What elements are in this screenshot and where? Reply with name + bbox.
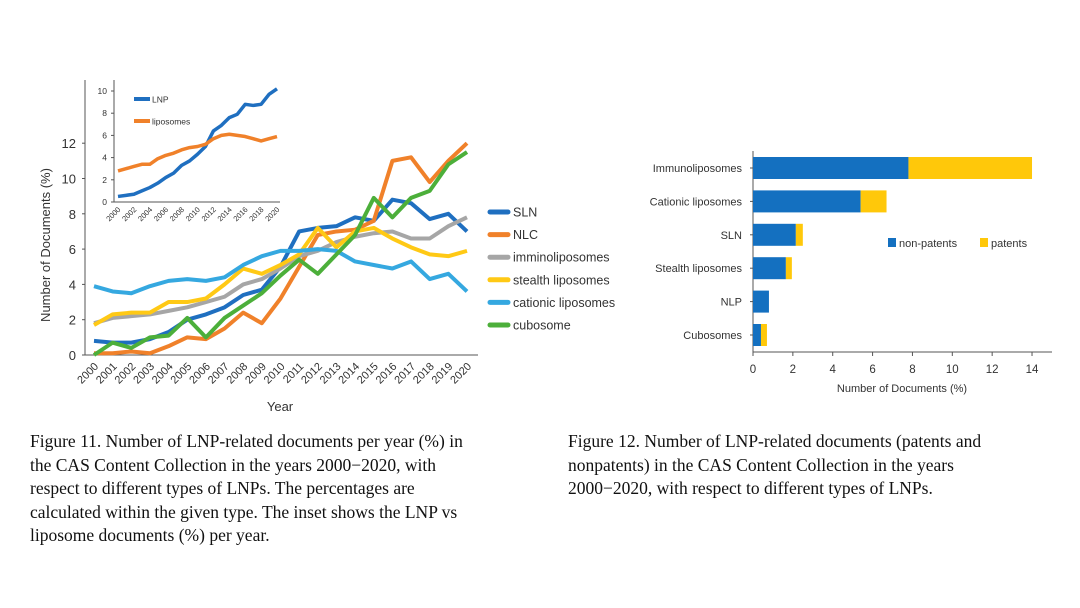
legend-label: imminoliposomes bbox=[513, 251, 610, 265]
inset-legend-label: LNP bbox=[152, 95, 169, 105]
caption-line: liposome documents (%) per year. bbox=[30, 525, 270, 545]
bar-non-patents bbox=[753, 190, 861, 213]
inset-x-tick-label: 2012 bbox=[200, 205, 218, 223]
inset-line-liposomes bbox=[117, 132, 278, 173]
inset-x-tick-label: 2006 bbox=[152, 205, 170, 223]
bar-category-label: Immunoliposomes bbox=[653, 163, 743, 175]
inset-y-tick-label: 4 bbox=[102, 153, 107, 163]
bar-x-tick-label: 8 bbox=[909, 364, 915, 376]
bar-x-tick-label: 0 bbox=[750, 364, 756, 376]
inset-y-tick-label: 6 bbox=[102, 130, 107, 140]
caption-line: Figure 11. Number of LNP-related documen… bbox=[30, 431, 463, 451]
series-line-cationic-liposomes bbox=[93, 247, 469, 296]
inset-x-tick-label: 2018 bbox=[247, 205, 265, 223]
inset-x-tick-label: 2002 bbox=[120, 205, 138, 223]
bar-legend-swatch bbox=[980, 238, 988, 247]
legend-label: NLC bbox=[513, 228, 538, 242]
legend-label: stealth liposomes bbox=[513, 273, 610, 287]
inset-y-tick-label: 2 bbox=[102, 175, 107, 185]
inset-x-tick-label: 2016 bbox=[231, 205, 249, 223]
bar-x-tick-label: 4 bbox=[830, 364, 837, 376]
y-tick-label: 0 bbox=[69, 348, 76, 363]
bar-legend-label: non-patents bbox=[899, 238, 958, 250]
y-axis-label: Number of Documents (%) bbox=[38, 168, 53, 322]
series-line-cubosome bbox=[92, 150, 469, 357]
legend-label: SLN bbox=[513, 206, 537, 220]
legend-label: cationic liposomes bbox=[513, 296, 615, 310]
bar-category-label: SLN bbox=[721, 230, 742, 242]
bar-category-label: Cubosomes bbox=[683, 330, 742, 342]
caption-line: Figure 12. Number of LNP-related documen… bbox=[568, 431, 982, 451]
inset-x-tick-label: 2000 bbox=[104, 205, 122, 223]
caption-line: nonpatents) in the CAS Content Collectio… bbox=[568, 454, 954, 475]
caption-line: the CAS Content Collection in the years … bbox=[30, 454, 437, 475]
inset-y-tick-label: 0 bbox=[102, 197, 107, 207]
caption-line: 2000−2020, with respect to different typ… bbox=[568, 478, 933, 498]
bar-patents bbox=[760, 324, 767, 346]
x-tick-label: 2020 bbox=[448, 361, 474, 387]
figure-11-caption: Figure 11. Number of LNP-related documen… bbox=[30, 430, 463, 548]
bar-non-patents bbox=[753, 290, 769, 313]
y-tick-label: 6 bbox=[69, 242, 76, 257]
y-tick-label: 8 bbox=[69, 207, 76, 222]
bar-legend-label: patents bbox=[991, 238, 1028, 250]
caption-line: respect to different types of LNPs. The … bbox=[30, 478, 415, 498]
bar-x-tick-label: 2 bbox=[790, 364, 796, 376]
series-line-SLN bbox=[93, 197, 469, 345]
bar-non-patents bbox=[753, 324, 761, 346]
bar-patents bbox=[795, 223, 803, 246]
bar-non-patents bbox=[753, 257, 786, 280]
bar-x-tick-label: 10 bbox=[946, 364, 959, 376]
inset-line-LNP bbox=[117, 87, 279, 199]
bar-non-patents bbox=[753, 223, 796, 246]
x-axis-label: Year bbox=[267, 399, 294, 414]
y-tick-label: 2 bbox=[69, 313, 76, 328]
series-line-stealth-liposomes bbox=[93, 225, 468, 327]
bar-x-tick-label: 14 bbox=[1026, 364, 1039, 376]
bar-category-label: Stealth liposomes bbox=[655, 263, 742, 275]
y-tick-label: 4 bbox=[69, 277, 76, 292]
bar-patents bbox=[860, 190, 887, 213]
caption-line: calculated within the given type. The in… bbox=[30, 501, 458, 522]
inset-y-tick-label: 10 bbox=[98, 86, 108, 96]
inset-x-tick-label: 2020 bbox=[263, 205, 281, 223]
bar-category-label: NLP bbox=[721, 297, 742, 309]
bar-x-tick-label: 12 bbox=[986, 364, 999, 376]
inset-y-tick-label: 8 bbox=[102, 108, 107, 118]
legend-label: cubosome bbox=[513, 319, 571, 333]
series-line-NLC bbox=[94, 141, 469, 356]
inset-x-tick-label: 2010 bbox=[184, 205, 202, 223]
bar-non-patents bbox=[753, 157, 909, 179]
bar-category-label: Cationic liposomes bbox=[650, 196, 743, 208]
figure-12-caption: Figure 12. Number of LNP-related documen… bbox=[568, 430, 981, 501]
bar-x-axis-label: Number of Documents (%) bbox=[837, 383, 967, 395]
inset-legend-label: liposomes bbox=[152, 117, 190, 127]
inset-x-tick-label: 2004 bbox=[136, 205, 154, 223]
inset-x-tick-label: 2008 bbox=[168, 205, 186, 223]
inset-x-tick-label: 2014 bbox=[216, 205, 234, 223]
bar-legend-swatch bbox=[888, 238, 896, 247]
bar-patents bbox=[785, 257, 792, 280]
y-tick-label: 12 bbox=[62, 136, 76, 151]
bar-x-tick-label: 6 bbox=[869, 364, 875, 376]
series-line-imminoliposomes bbox=[93, 215, 468, 326]
bar-patents bbox=[908, 157, 1033, 179]
y-tick-label: 10 bbox=[62, 172, 76, 187]
